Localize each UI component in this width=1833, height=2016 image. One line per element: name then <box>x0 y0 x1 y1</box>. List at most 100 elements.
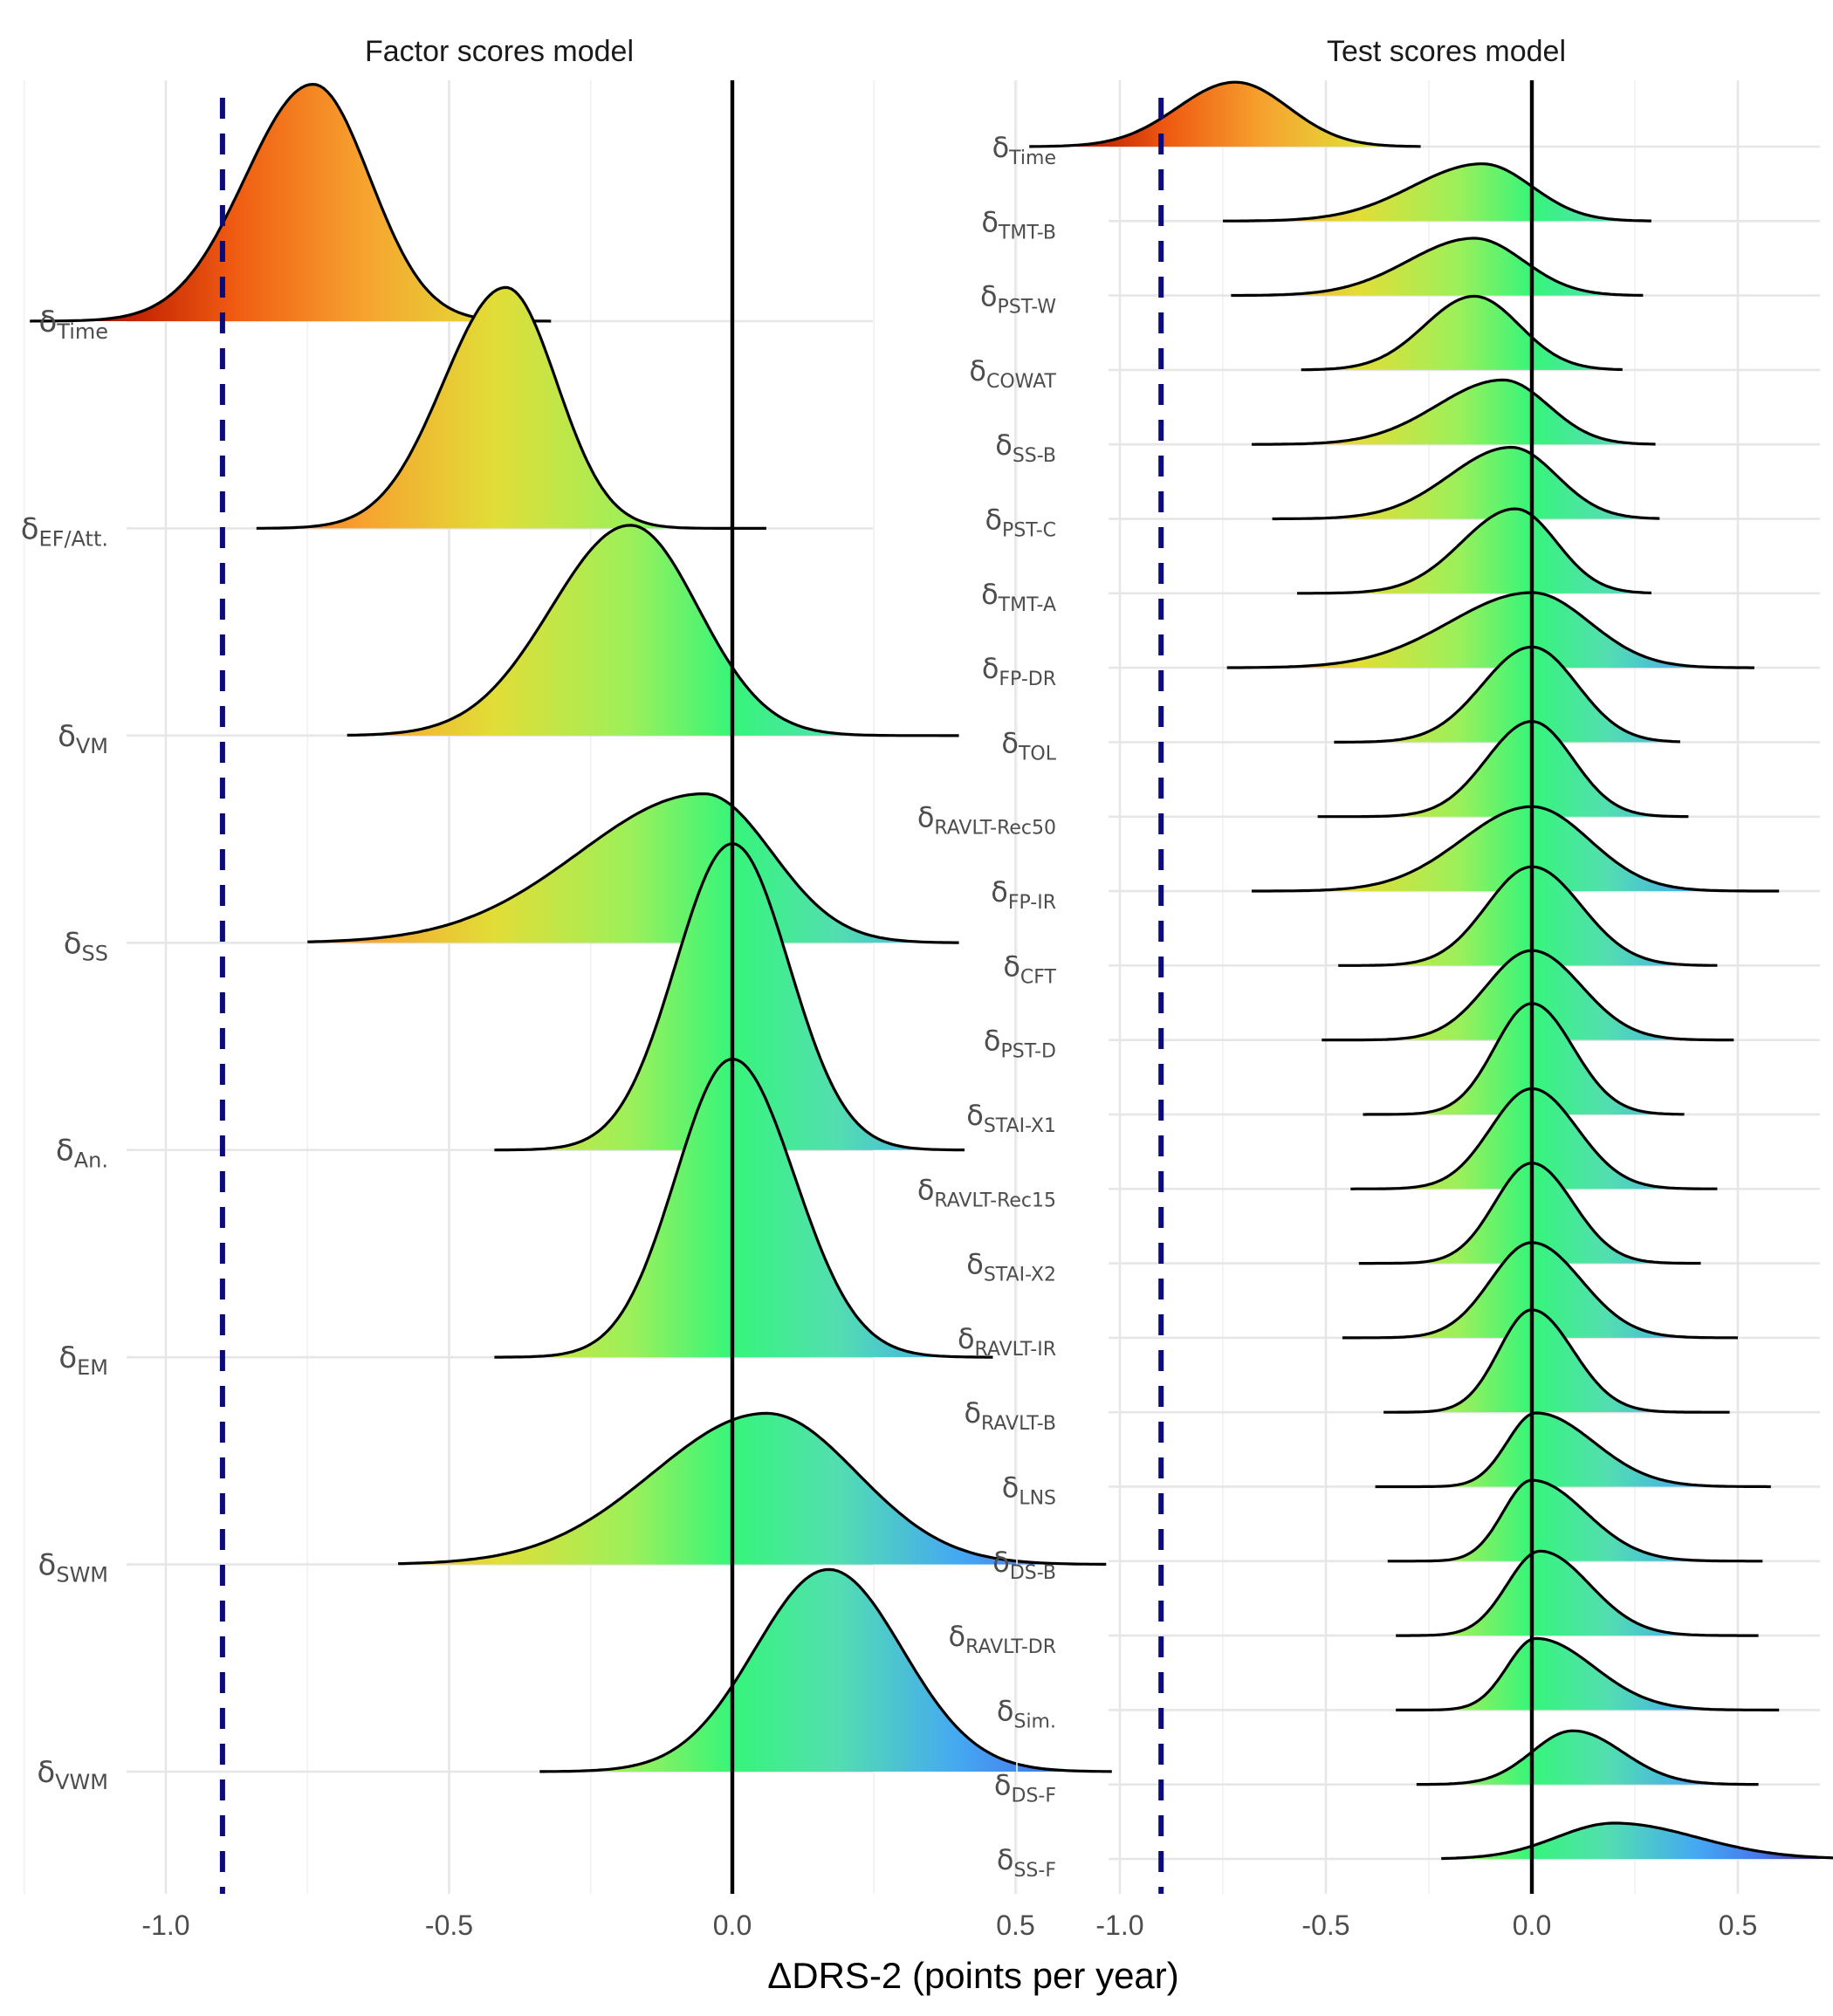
y-label-swm: δSWM <box>38 1548 108 1587</box>
y-label-vwm: δVWM <box>37 1755 108 1794</box>
y-label-subscript: TMT-B <box>998 222 1056 243</box>
ridge-outline-tmt-b <box>1223 162 1651 223</box>
ridge-ds-b <box>1387 1478 1763 1563</box>
y-label-em: δEM <box>58 1341 108 1380</box>
x-axis-title: ΔDRS-2 (points per year) <box>767 1955 1179 1996</box>
ridge-lns <box>1375 1411 1771 1489</box>
ridge-outline-cft <box>1338 865 1718 967</box>
y-label-symbol: δ <box>1001 726 1019 759</box>
y-label-ef-att: δEF/Att. <box>21 511 108 551</box>
ridge-pst-d <box>1322 949 1734 1042</box>
x-ticks-test-scores: -1.0 -0.5 0.0 0.5 <box>1095 1910 1757 1941</box>
y-label-ravlt-rec15: δRAVLT-Rec15 <box>917 1173 1056 1211</box>
ridge-ss-b <box>1252 378 1656 446</box>
y-label-subscript: RAVLT-IR <box>975 1339 1056 1361</box>
y-label-symbol: δ <box>985 504 1002 537</box>
y-label-symbol: δ <box>997 1694 1014 1727</box>
y-label-symbol: δ <box>949 1620 966 1653</box>
ridge-sim <box>1396 1636 1780 1711</box>
y-label-tmt-a: δTMT-A <box>981 578 1056 616</box>
ridge-outline-pst-c <box>1272 445 1660 521</box>
y-label-symbol: δ <box>38 1548 57 1583</box>
y-label-time: δTime <box>38 305 108 344</box>
ridge-outline-ravlt-rec15 <box>1350 1087 1718 1190</box>
ridge-fill-ravlt-rec50 <box>1317 721 1689 817</box>
ridge-fill-ravlt-b <box>1383 1309 1730 1413</box>
y-label-symbol: δ <box>56 1134 74 1169</box>
ridge-tol <box>1334 645 1680 744</box>
ridge-pst-c <box>1272 445 1660 521</box>
y-label-symbol: δ <box>58 1341 77 1375</box>
y-label-symbol: δ <box>982 652 999 685</box>
y-label-subscript: An. <box>74 1149 108 1173</box>
y-label-subscript: DS-B <box>1010 1562 1056 1584</box>
ridge-ravlt-rec50 <box>1317 720 1689 819</box>
y-label-cowat: δCOWAT <box>969 354 1056 393</box>
y-label-subscript: LNS <box>1019 1487 1056 1509</box>
x-tick-label-1: -0.5 <box>1301 1910 1349 1941</box>
y-label-subscript: PST-D <box>1000 1041 1056 1063</box>
ridge-tmt-a <box>1297 507 1651 595</box>
panel-test-scores-model: Test scores model δTimeδTMT-BδPST-WδCOWA… <box>917 35 1833 1941</box>
ridges-test-scores <box>1029 80 1833 1861</box>
y-label-symbol: δ <box>917 1173 935 1206</box>
ridge-ravlt-ir <box>1342 1241 1739 1340</box>
ridge-outline-lns <box>1375 1411 1771 1489</box>
y-label-symbol: δ <box>969 354 986 387</box>
y-label-subscript: STAI-X1 <box>984 1115 1056 1137</box>
y-label-symbol: δ <box>966 1099 984 1132</box>
y-label-subscript: TOL <box>1018 743 1057 765</box>
y-label-subscript: RAVLT-B <box>981 1413 1056 1435</box>
ridge-fill-ravlt-dr <box>1396 1551 1759 1636</box>
ridge-ravlt-b <box>1383 1308 1730 1414</box>
ridge-fill-stai-x2 <box>1358 1162 1701 1264</box>
y-label-symbol: δ <box>997 1843 1014 1876</box>
ridge-outline-em <box>494 1057 993 1359</box>
y-label-subscript: DS-F <box>1012 1786 1057 1807</box>
y-label-subscript: SS <box>82 941 108 965</box>
y-label-ravlt-rec50: δRAVLT-Rec50 <box>917 801 1056 840</box>
ridge-ravlt-dr <box>1396 1549 1759 1637</box>
y-label-symbol: δ <box>994 1769 1012 1802</box>
ridge-ef-att <box>256 285 766 530</box>
ridge-fill-tol <box>1334 647 1680 743</box>
ridge-fill-em <box>494 1059 993 1358</box>
ridge-fill-ravlt-ir <box>1342 1242 1738 1338</box>
ridge-outline-fp-ir <box>1252 805 1780 893</box>
y-label-subscript: FP-DR <box>999 669 1056 690</box>
ridge-fill-tmt-a <box>1297 509 1651 593</box>
ridge-ss <box>307 792 959 944</box>
ridge-stai-x2 <box>1358 1162 1701 1265</box>
y-label-symbol: δ <box>64 926 82 961</box>
y-label-subscript: PST-W <box>998 297 1057 319</box>
ridge-outline-time <box>30 83 552 323</box>
y-label-ravlt-dr: δRAVLT-DR <box>949 1620 1056 1658</box>
ridge-outline-cowat <box>1301 294 1623 372</box>
y-label-symbol: δ <box>966 1248 984 1281</box>
y-label-symbol: δ <box>991 875 1008 909</box>
y-label-symbol: δ <box>1003 950 1020 983</box>
x-tick-label-3: 0.5 <box>1719 1910 1757 1941</box>
ridge-cowat <box>1301 294 1623 372</box>
y-label-subscript: VM <box>76 734 108 758</box>
y-label-ds-f: δDS-F <box>994 1769 1056 1807</box>
ridge-outline-ds-b <box>1387 1478 1763 1563</box>
y-label-stai-x2: δSTAI-X2 <box>966 1248 1056 1286</box>
ridge-fill-cowat <box>1301 296 1623 370</box>
ridge-outline-ef-att <box>256 285 766 530</box>
y-label-subscript: Time <box>1008 147 1056 169</box>
y-label-subscript: FP-IR <box>1008 892 1056 914</box>
x-ticks-factor-scores: -1.0 -0.5 0.0 0.5 <box>141 1910 1034 1941</box>
ridge-tmt-b <box>1223 162 1651 223</box>
reference-lines-factor-scores <box>219 80 735 1894</box>
ridge-stai-x1 <box>1363 1002 1685 1116</box>
y-label-symbol: δ <box>981 578 999 611</box>
y-label-pst-d: δPST-D <box>984 1025 1056 1063</box>
y-label-symbol: δ <box>992 1546 1010 1579</box>
ridge-outline-time <box>1029 80 1421 148</box>
ridge-outline-ravlt-dr <box>1396 1549 1759 1637</box>
ridge-outline-ss-f <box>1441 1821 1833 1861</box>
y-label-subscript: RAVLT-DR <box>965 1636 1056 1658</box>
y-label-symbol: δ <box>980 280 998 313</box>
